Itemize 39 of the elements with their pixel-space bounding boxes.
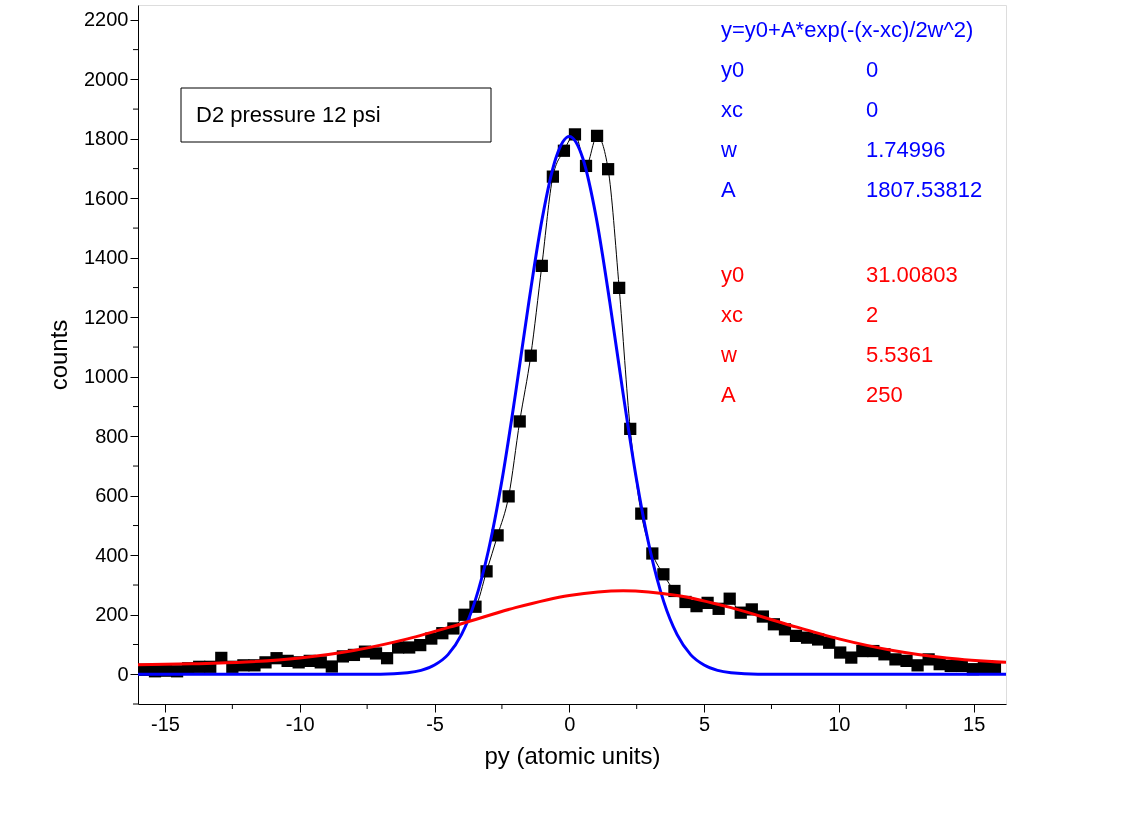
y-tick-label: 0: [117, 662, 129, 685]
annotation: 5.5361: [866, 342, 934, 367]
annotation: 0: [866, 57, 879, 82]
y-tick-label: 1800: [84, 127, 129, 150]
y-tick-label: 200: [95, 603, 129, 626]
annotation: w: [720, 137, 737, 162]
annotation: 0: [866, 97, 879, 122]
y-axis-title: counts: [45, 319, 73, 391]
annotation: 2: [866, 302, 879, 327]
annotation: A: [721, 177, 736, 202]
annotation: 1.74996: [866, 137, 946, 162]
y-tick-label: 800: [95, 424, 129, 447]
x-axis-title: py (atomic units): [484, 741, 661, 769]
y-tick-label: 1000: [84, 365, 129, 388]
y-tick-label: 1400: [84, 246, 129, 269]
y-tick-label: 2000: [84, 67, 129, 90]
annotation: 250: [866, 382, 903, 407]
x-tick-label: 0: [564, 712, 576, 735]
y-tick-label: 1200: [84, 305, 129, 328]
y-tick-label: 600: [95, 484, 129, 507]
y-tick-label: 400: [95, 543, 129, 566]
annotation: 1807.53812: [866, 177, 983, 202]
y-tick-label: 2200: [84, 8, 129, 31]
x-tick-label: 5: [699, 712, 711, 735]
text: D2 pressure 12 psi: [196, 102, 381, 127]
annotation: 31.00803: [866, 262, 958, 287]
annotation: w: [720, 342, 737, 367]
annotation: y=y0+A*exp(-(x-xc)/2w^2): [721, 17, 974, 42]
annotation: A: [721, 382, 736, 407]
annotation: y0: [721, 262, 745, 287]
annotation: xc: [721, 302, 743, 327]
y-tick-label: 1600: [84, 186, 129, 209]
annotation: y0: [721, 57, 745, 82]
x-tick-label: -15: [151, 712, 180, 735]
x-tick-label: 15: [963, 712, 986, 735]
x-tick-label: -5: [426, 712, 444, 735]
x-tick-label: 10: [828, 712, 851, 735]
x-tick-label: -10: [285, 712, 315, 735]
annotation: xc: [721, 97, 743, 122]
